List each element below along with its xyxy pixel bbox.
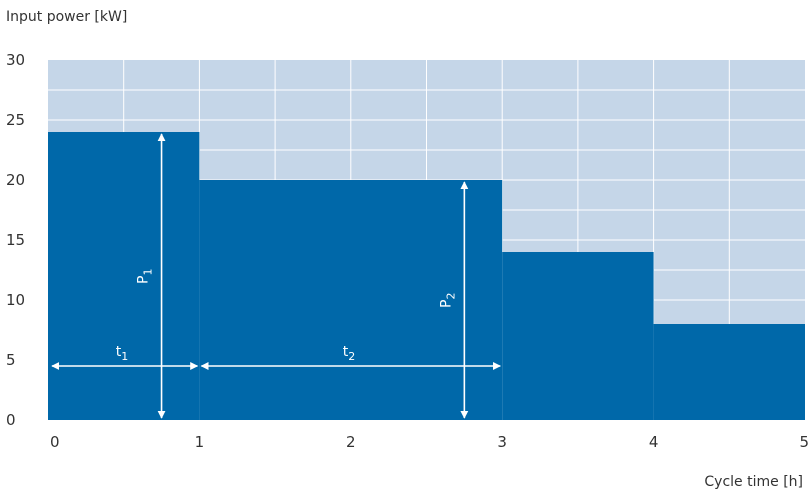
y-tick-label: 30 <box>6 51 25 69</box>
y-tick-label: 15 <box>6 231 25 249</box>
x-tick-label: 1 <box>195 433 205 451</box>
step-bar-4 <box>653 324 805 420</box>
x-axis-label: Cycle time [h] <box>704 474 803 490</box>
y-tick-label: 5 <box>6 351 16 369</box>
t2-label-sub: 2 <box>348 350 355 363</box>
t1-label-sub: 1 <box>121 350 128 363</box>
x-tick-label: 4 <box>649 433 659 451</box>
p2-label-sub: 2 <box>444 293 457 300</box>
x-tick-label: 0 <box>50 433 60 451</box>
x-tick-label: 3 <box>497 433 507 451</box>
y-tick-label: 0 <box>6 411 16 429</box>
y-tick-label: 10 <box>6 291 25 309</box>
y-tick-label: 25 <box>6 111 25 129</box>
x-tick-label: 5 <box>799 433 809 451</box>
step-bar-2 <box>199 180 503 420</box>
y-tick-label: 20 <box>6 171 25 189</box>
y-axis-label: Input power [kW] <box>6 9 128 25</box>
p1-label-sub: 1 <box>142 269 155 276</box>
x-tick-label: 2 <box>346 433 356 451</box>
step-bar-1 <box>48 132 200 420</box>
step-bar-3 <box>502 252 654 420</box>
